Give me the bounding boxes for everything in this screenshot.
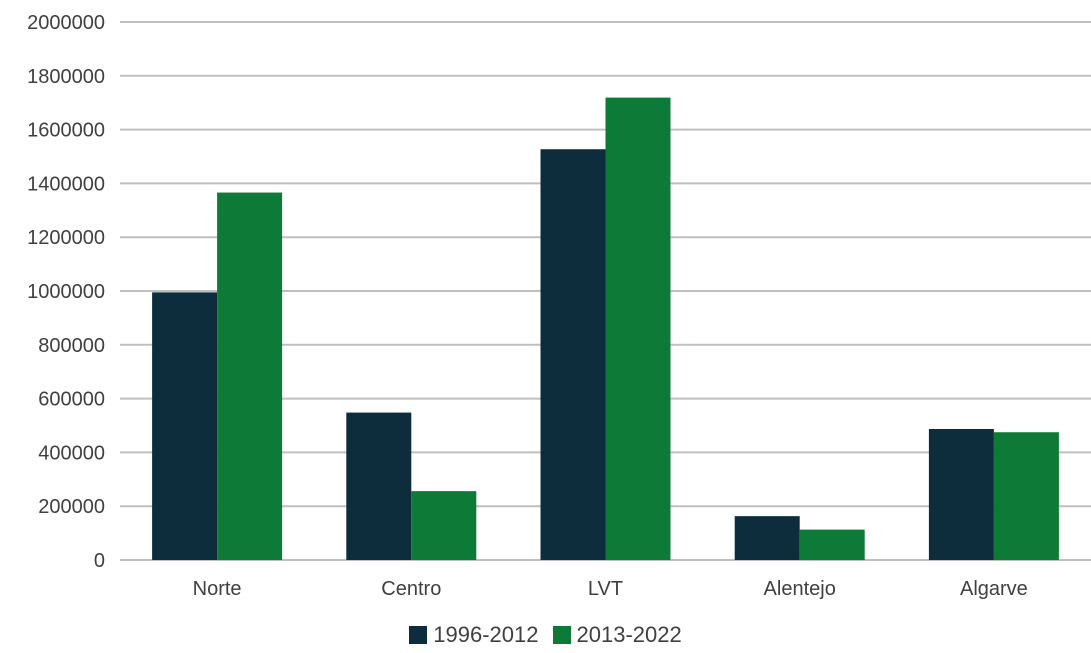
y-tick-label: 0 <box>94 550 105 572</box>
x-tick-label: Centro <box>381 578 441 600</box>
x-tick-label: Alentejo <box>764 578 836 600</box>
y-tick-label: 2000000 <box>27 12 105 34</box>
bar-alentejo-series-2 <box>799 529 865 560</box>
bar-algarve-series-2 <box>993 432 1059 560</box>
bar-alentejo-series-1 <box>734 516 800 560</box>
legend-label-series-2: 2013-2022 <box>576 622 682 647</box>
y-tick-label: 1600000 <box>27 120 105 142</box>
bar-centro-series-1 <box>346 412 412 560</box>
legend-label-series-1: 1996-2012 <box>433 622 539 647</box>
bar-lvt-series-2 <box>605 97 671 561</box>
bar-algarve-series-1 <box>928 428 994 560</box>
bar-norte-series-2 <box>217 192 283 560</box>
x-tick-label: Norte <box>193 578 242 600</box>
legend-swatch-series-2 <box>552 626 571 644</box>
y-tick-label: 200000 <box>38 496 105 518</box>
legend-item-series-1: 1996-2012 <box>409 622 539 648</box>
legend-swatch-series-1 <box>409 626 428 644</box>
y-tick-label: 1200000 <box>27 227 105 249</box>
y-tick-label: 1400000 <box>27 173 105 195</box>
y-axis: 0 200000 400000 600000 800000 1000000 1200000 1… <box>27 12 105 572</box>
y-tick-label: 1800000 <box>27 66 105 88</box>
bar-lvt-series-1 <box>540 149 606 560</box>
legend: 1996-2012 2013-2022 <box>0 622 1091 648</box>
x-tick-label: Algarve <box>960 578 1028 600</box>
x-tick-label: LVT <box>588 578 623 600</box>
bars <box>152 97 1059 561</box>
bar-norte-series-1 <box>152 292 218 560</box>
y-tick-label: 600000 <box>38 389 105 411</box>
x-axis: Norte Centro LVT Alentejo Algarve <box>193 578 1028 600</box>
bar-chart: 0 200000 400000 600000 800000 1000000 1200000 1… <box>27 12 1091 600</box>
y-tick-label: 800000 <box>38 335 105 357</box>
y-tick-label: 1000000 <box>27 281 105 303</box>
legend-item-series-2: 2013-2022 <box>552 622 682 648</box>
y-tick-label: 400000 <box>38 442 105 464</box>
bar-centro-series-2 <box>411 491 477 560</box>
